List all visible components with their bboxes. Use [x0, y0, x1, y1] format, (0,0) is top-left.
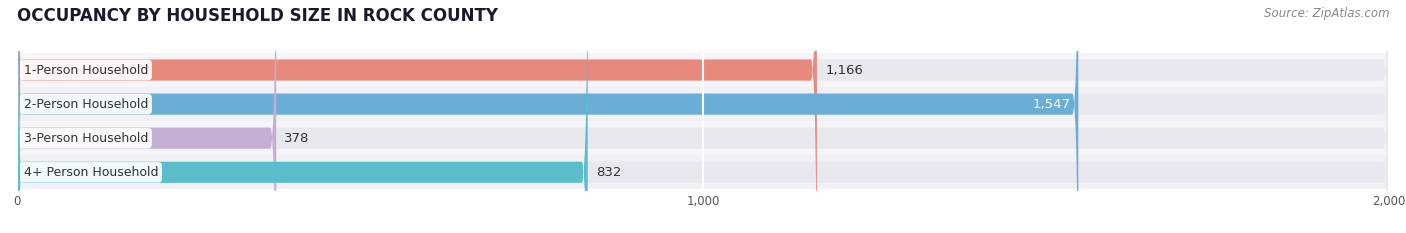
- FancyBboxPatch shape: [17, 0, 1389, 233]
- FancyBboxPatch shape: [17, 0, 276, 233]
- FancyBboxPatch shape: [17, 0, 588, 233]
- Text: 1-Person Household: 1-Person Household: [24, 64, 148, 76]
- Text: 2-Person Household: 2-Person Household: [24, 98, 148, 111]
- Text: OCCUPANCY BY HOUSEHOLD SIZE IN ROCK COUNTY: OCCUPANCY BY HOUSEHOLD SIZE IN ROCK COUN…: [17, 7, 498, 25]
- FancyBboxPatch shape: [17, 0, 817, 233]
- FancyBboxPatch shape: [17, 0, 1389, 233]
- Text: 3-Person Household: 3-Person Household: [24, 132, 148, 145]
- Text: 1,166: 1,166: [825, 64, 863, 76]
- FancyBboxPatch shape: [17, 0, 1389, 233]
- FancyBboxPatch shape: [17, 0, 1389, 233]
- Text: 4+ Person Household: 4+ Person Household: [24, 166, 159, 179]
- FancyBboxPatch shape: [17, 0, 1078, 233]
- Text: 378: 378: [284, 132, 309, 145]
- Text: 1,547: 1,547: [1032, 98, 1070, 111]
- FancyBboxPatch shape: [17, 53, 1389, 87]
- Text: Source: ZipAtlas.com: Source: ZipAtlas.com: [1264, 7, 1389, 20]
- Text: 832: 832: [596, 166, 621, 179]
- FancyBboxPatch shape: [17, 155, 1389, 189]
- FancyBboxPatch shape: [17, 121, 1389, 155]
- FancyBboxPatch shape: [17, 87, 1389, 121]
